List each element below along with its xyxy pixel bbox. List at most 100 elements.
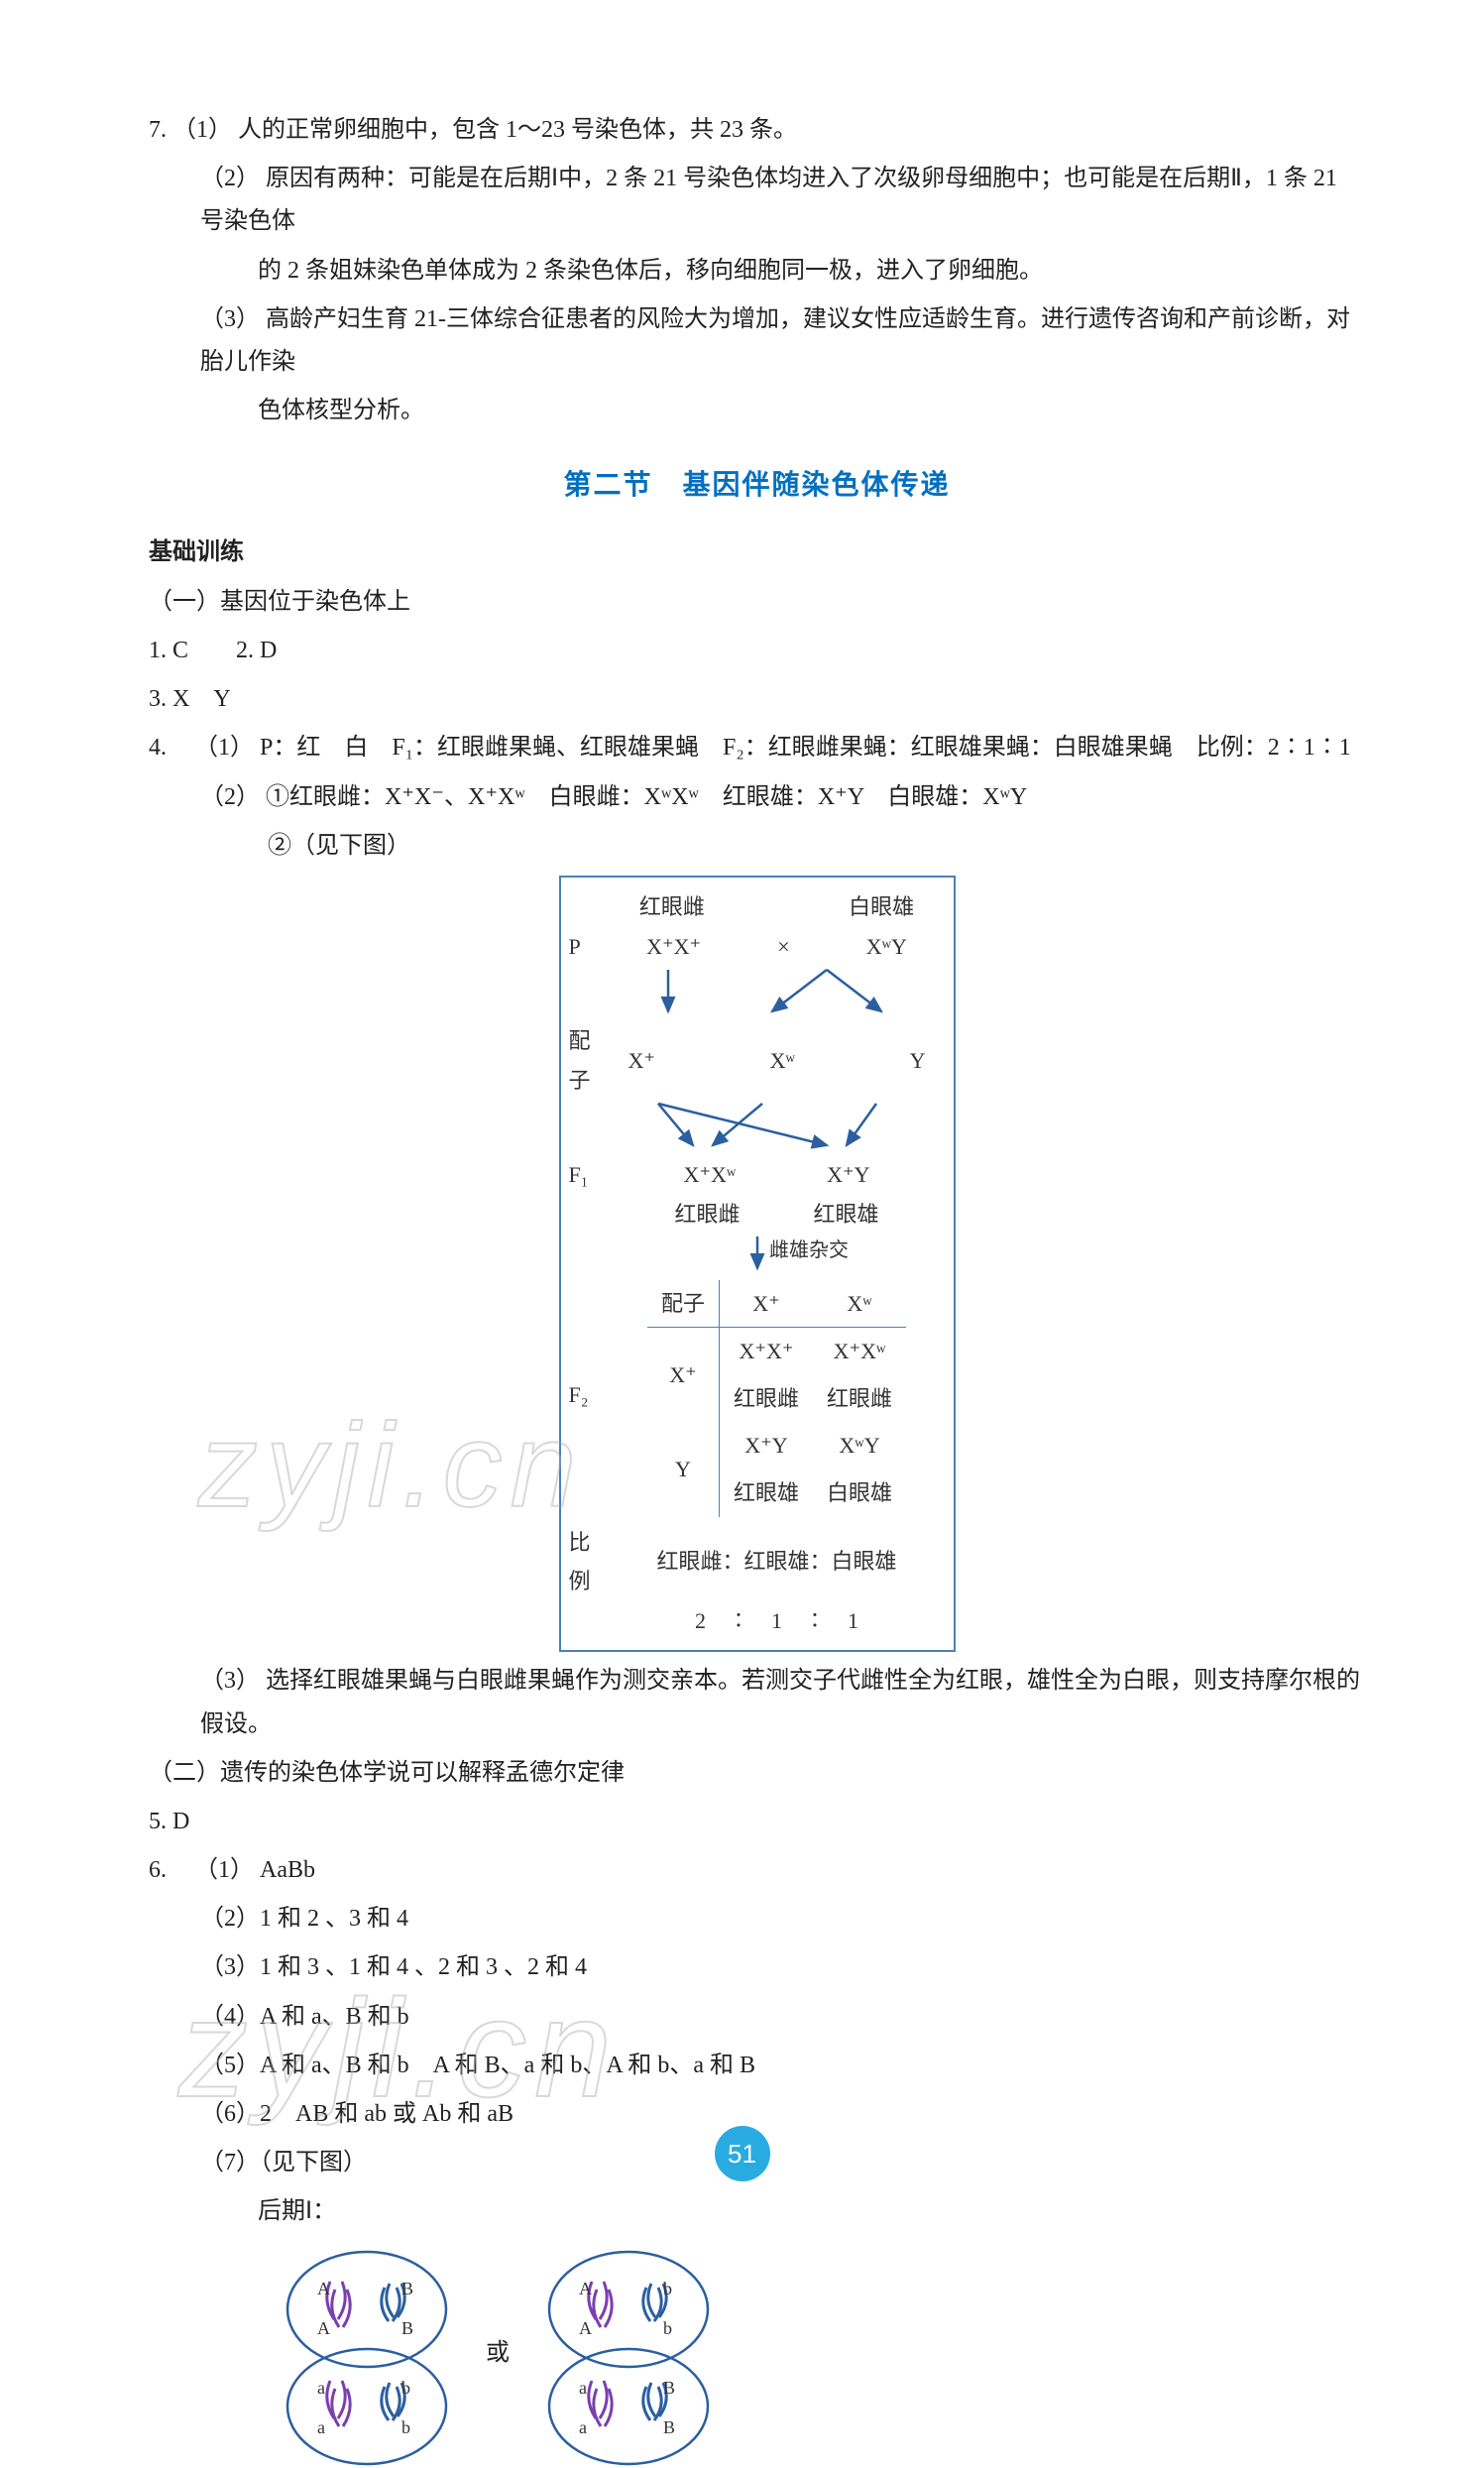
svg-text:A: A: [317, 2279, 330, 2298]
q4-1: 4. （1） P：红 白 F₁：红眼雌果蝇、红眼雄果蝇 F₂：红眼雌果蝇：红眼雄…: [149, 727, 1365, 769]
P-left: X⁺X⁺: [646, 927, 701, 967]
document-page: 7. （1） 人的正常卵细胞中，包含 1～23 号染色体，共 23 条。 （2）…: [0, 0, 1484, 2221]
c11-top: X⁺X⁺: [719, 1328, 813, 1375]
intercross-text: 雌雄杂交: [769, 1238, 849, 1261]
q6-4: （4）A 和 a、B 和 b: [149, 1996, 1365, 2039]
gamete-label: 配子: [569, 1021, 609, 1100]
q4-num: 4.: [149, 727, 188, 769]
basic-training-heading: 基础训练: [149, 530, 1365, 573]
svg-text:a: a: [579, 2378, 587, 2398]
c12-top: X⁺Xʷ: [813, 1328, 906, 1375]
q4-1-text: P：红 白 F₁：红眼雌果蝇、红眼雄果蝇 F₂：红眼雌果蝇：红眼雄果蝇：白眼雄果…: [260, 735, 1351, 761]
F1-left-ph: 红眼雌: [674, 1195, 740, 1234]
q7-2a-text: 原因有两种：可能是在后期Ⅰ中，2 条 21 号染色体均进入了次级卵母细胞中；也可…: [200, 166, 1337, 234]
g-mid: Xʷ: [770, 1041, 795, 1081]
q7-3a-text: 高龄产妇生育 21-三体综合征患者的风险大为增加，建议女性应适龄生育。进行遗传咨…: [200, 306, 1350, 375]
svg-text:A: A: [579, 2279, 592, 2298]
arrows-gametes-to-F1: [599, 1100, 916, 1155]
svg-text:A: A: [579, 2318, 592, 2338]
sec1-heading: （一）基因位于染色体上: [149, 581, 1365, 624]
q4-3: （3） 选择红眼雄果蝇与白眼雌果蝇作为测交亲本。若测交子代雌性全为红眼，雄性全为…: [149, 1660, 1365, 1745]
svg-text:b: b: [663, 2318, 672, 2338]
q6-3: （3）1 和 3 、1 和 4 、2 和 3 、2 和 4: [149, 1946, 1365, 1989]
section-title: 第二节 基因伴随染色体传递: [149, 460, 1365, 510]
q6-1: 6. （1） AaBb: [149, 1849, 1365, 1892]
c21-top: X⁺Y: [719, 1422, 813, 1469]
q6-1-label: （1）: [194, 1857, 254, 1883]
F1-left: X⁺Xʷ: [683, 1155, 736, 1195]
q7-2b: 的 2 条姐妹染色单体成为 2 条染色体后，移向细胞同一极，进入了卵细胞。: [149, 250, 1365, 293]
q4-2-1: （2） ①红眼雌：X⁺X⁻、X⁺Xʷ 白眼雌：XʷXʷ 红眼雄：X⁺Y 白眼雄：…: [149, 776, 1365, 819]
answer-3: 3. X Y: [149, 678, 1365, 721]
svg-text:B: B: [401, 2279, 413, 2298]
answer-5: 5. D: [149, 1801, 1365, 1843]
svg-text:a: a: [317, 2378, 325, 2398]
g-right: Y: [910, 1041, 926, 1081]
svg-text:b: b: [401, 2378, 410, 2398]
svg-text:a: a: [317, 2417, 325, 2437]
arrow-intercross: 雌雄杂交: [599, 1234, 916, 1274]
page-number: 51: [715, 2126, 770, 2181]
q6-stage: 后期Ⅰ：: [149, 2190, 1365, 2233]
P-right: XʷY: [866, 927, 907, 967]
q4-2-2: ②（见下图）: [149, 825, 1365, 868]
svg-text:B: B: [663, 2378, 675, 2398]
sec2-heading: （二）遗传的染色体学说可以解释孟德尔定律: [149, 1752, 1365, 1795]
pun-col1: X⁺: [719, 1280, 813, 1328]
q7-3-label: （3）: [200, 306, 260, 332]
pun-row1: X⁺: [647, 1328, 720, 1423]
ratio-text: 红眼雌：红眼雄：白眼雄: [609, 1542, 946, 1582]
F1-right-ph: 红眼雄: [813, 1195, 878, 1234]
pun-col2: Xʷ: [813, 1280, 906, 1328]
c12-bot: 红眼雌: [813, 1375, 906, 1423]
q6-5: （5）A 和 a、B 和 b A 和 B、a 和 b、A 和 b、a 和 B: [149, 2045, 1365, 2087]
F1-right: X⁺Y: [827, 1155, 869, 1195]
q7-2-label: （2）: [200, 166, 260, 191]
diag-top-right: 白眼雄: [849, 887, 914, 927]
pun-row2: Y: [647, 1422, 720, 1516]
svg-text:A: A: [317, 2318, 330, 2338]
svg-text:b: b: [401, 2417, 410, 2437]
q4-3-text: 选择红眼雄果蝇与白眼雌果蝇作为测交亲本。若测交子代雌性全为红眼，雄性全为白眼，则…: [200, 1668, 1360, 1736]
cell-left: A B A B a b a b: [268, 2240, 466, 2468]
svg-text:B: B: [401, 2318, 413, 2338]
c21-bot: 红眼雄: [719, 1469, 813, 1517]
ratio-label: 比例: [569, 1523, 609, 1601]
or-text: 或: [486, 2332, 510, 2375]
svg-text:b: b: [663, 2279, 672, 2298]
F2-label: F₂: [569, 1375, 609, 1415]
q7-1-label: （1）: [172, 117, 232, 143]
q7-3a: （3） 高龄产妇生育 21-三体综合征患者的风险大为增加，建议女性应适龄生育。进…: [149, 298, 1365, 384]
punnett-table: 配子 X⁺ Xʷ X⁺ X⁺X⁺ X⁺Xʷ 红眼雌 红眼雌 Y X⁺Y XʷY: [647, 1280, 906, 1517]
ratio-nums: 2 ∶ 1 ∶ 1: [609, 1601, 946, 1641]
arrows-P-to-gametes: [599, 966, 916, 1021]
q4-2-label: （2）: [200, 784, 260, 810]
q6-num: 6.: [149, 1849, 188, 1892]
svg-text:B: B: [663, 2417, 675, 2437]
q7-3b: 色体核型分析。: [149, 390, 1365, 432]
inheritance-diagram: 红眼雌 白眼雄 P X⁺X⁺ × XʷY 配子: [559, 876, 956, 1652]
q6-1-text: AaBb: [260, 1857, 315, 1883]
pun-gamete: 配子: [647, 1280, 720, 1328]
c22-bot: 白眼雄: [813, 1469, 906, 1517]
c11-bot: 红眼雌: [719, 1375, 813, 1423]
cell-right: A b A b a B a B: [529, 2240, 728, 2468]
q7-1: 7. （1） 人的正常卵细胞中，包含 1～23 号染色体，共 23 条。: [149, 109, 1365, 152]
cross-symbol: ×: [777, 927, 789, 967]
q4-2-1-text: ①红眼雌：X⁺X⁻、X⁺Xʷ 白眼雌：XʷXʷ 红眼雄：X⁺Y 白眼雄：XʷY: [266, 784, 1027, 810]
svg-text:a: a: [579, 2417, 587, 2437]
watermark-1: zyji.cn: [198, 1358, 584, 1573]
answer-1-2: 1. C 2. D: [149, 630, 1365, 672]
P-label: P: [569, 927, 609, 967]
q7-1-text: 人的正常卵细胞中，包含 1～23 号染色体，共 23 条。: [238, 117, 797, 143]
q7-2a: （2） 原因有两种：可能是在后期Ⅰ中，2 条 21 号染色体均进入了次级卵母细胞…: [149, 158, 1365, 243]
q6-2: （2）1 和 2 、3 和 4: [149, 1898, 1365, 1940]
diag-top-left: 红眼雌: [639, 887, 705, 927]
q7: 7. （1） 人的正常卵细胞中，包含 1～23 号染色体，共 23 条。 （2）…: [149, 109, 1365, 432]
F1-label: F₁: [569, 1155, 609, 1195]
q7-num: 7.: [149, 117, 167, 143]
q4-3-label: （3）: [200, 1668, 260, 1694]
q4-1-label: （1）: [194, 735, 254, 761]
c22-top: XʷY: [813, 1422, 906, 1469]
g-left: X⁺: [628, 1041, 656, 1081]
